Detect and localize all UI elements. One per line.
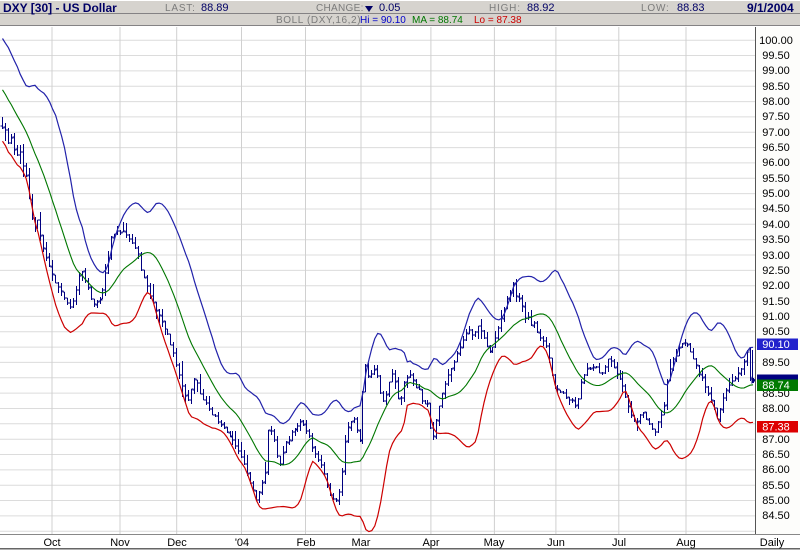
svg-text:87.00: 87.00 <box>762 434 790 446</box>
svg-text:94.50: 94.50 <box>762 203 790 215</box>
svg-text:84.50: 84.50 <box>762 510 790 522</box>
svg-text:91.00: 91.00 <box>762 311 790 323</box>
svg-text:Apr: Apr <box>422 537 439 549</box>
svg-text:Mar: Mar <box>352 537 371 549</box>
svg-text:Jul: Jul <box>612 537 626 549</box>
svg-text:85.00: 85.00 <box>762 495 790 507</box>
svg-text:Feb: Feb <box>297 537 316 549</box>
svg-text:96.00: 96.00 <box>762 157 790 169</box>
svg-text:90.50: 90.50 <box>762 326 790 338</box>
svg-text:85.50: 85.50 <box>762 480 790 492</box>
svg-text:95.00: 95.00 <box>762 188 790 200</box>
svg-text:May: May <box>484 537 505 549</box>
svg-text:93.00: 93.00 <box>762 250 790 262</box>
svg-text:92.00: 92.00 <box>762 280 790 292</box>
svg-text:91.50: 91.50 <box>762 296 790 308</box>
svg-text:95.50: 95.50 <box>762 173 790 185</box>
svg-text:97.00: 97.00 <box>762 127 790 139</box>
svg-text:99.00: 99.00 <box>762 65 790 77</box>
svg-text:86.50: 86.50 <box>762 449 790 461</box>
svg-text:88.00: 88.00 <box>762 403 790 415</box>
svg-text:93.50: 93.50 <box>762 234 790 246</box>
svg-text:98.50: 98.50 <box>762 81 790 93</box>
svg-text:Daily: Daily <box>760 537 785 549</box>
svg-text:Dec: Dec <box>167 537 187 549</box>
svg-text:88.74: 88.74 <box>762 380 790 392</box>
svg-text:94.00: 94.00 <box>762 219 790 231</box>
svg-text:90.10: 90.10 <box>762 339 790 351</box>
svg-text:Aug: Aug <box>676 537 696 549</box>
svg-text:98.00: 98.00 <box>762 96 790 108</box>
svg-text:92.50: 92.50 <box>762 265 790 277</box>
svg-text:96.50: 96.50 <box>762 142 790 154</box>
svg-text:87.38: 87.38 <box>762 422 790 434</box>
svg-text:'04: '04 <box>235 537 249 549</box>
svg-text:Nov: Nov <box>110 537 130 549</box>
svg-text:97.50: 97.50 <box>762 111 790 123</box>
svg-text:100.00: 100.00 <box>759 35 793 47</box>
svg-text:89.50: 89.50 <box>762 357 790 369</box>
svg-text:Oct: Oct <box>43 537 60 549</box>
svg-text:Jun: Jun <box>547 537 565 549</box>
svg-text:86.00: 86.00 <box>762 464 790 476</box>
svg-text:99.50: 99.50 <box>762 50 790 62</box>
